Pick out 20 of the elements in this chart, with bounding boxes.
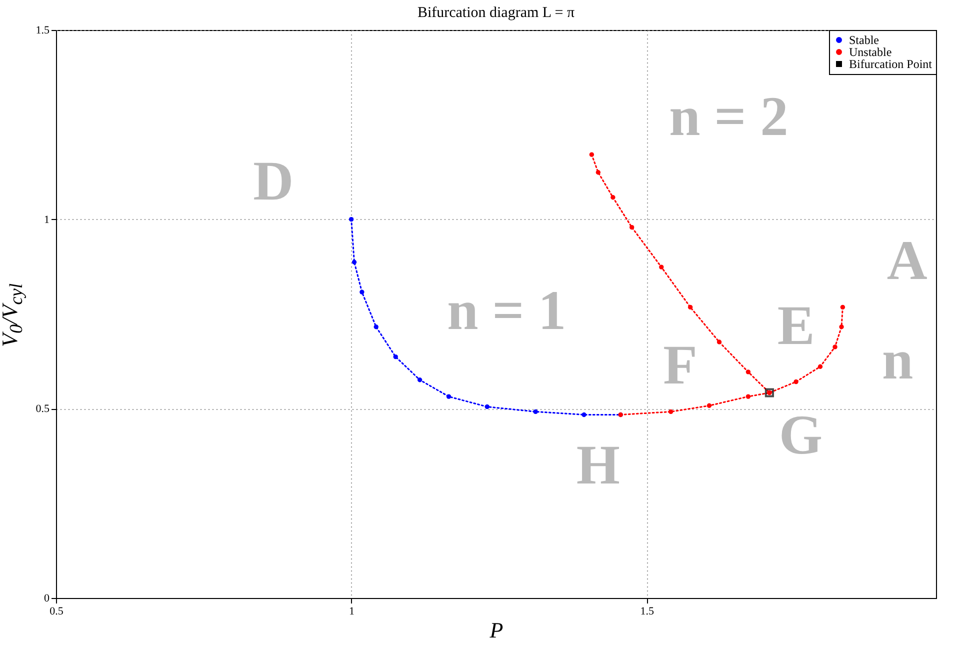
legend-label: Bifurcation Point <box>849 57 933 71</box>
annotation: n = 1 <box>447 280 566 342</box>
annotation: n = 2 <box>669 86 788 148</box>
x-tick-label: 1.5 <box>640 606 654 618</box>
x-axis-title: P <box>488 618 504 642</box>
legend-label: Stable <box>849 33 879 47</box>
annotation: n <box>882 330 914 392</box>
y-tick-label: 1.5 <box>36 24 50 36</box>
y-tick-label: 1 <box>44 214 50 226</box>
chart-title: Bifurcation diagram L = π <box>417 5 575 21</box>
annotation: F <box>663 334 698 397</box>
annotation: A <box>886 230 928 292</box>
annotation: H <box>576 434 620 497</box>
x-tick-label: 1 <box>349 606 355 618</box>
legend-label: Unstable <box>849 45 892 59</box>
annotation: G <box>778 404 823 467</box>
annotation: D <box>253 150 294 213</box>
y-tick-label: 0 <box>44 592 50 604</box>
annotation: E <box>777 294 815 357</box>
y-tick-label: 0.5 <box>36 403 50 416</box>
